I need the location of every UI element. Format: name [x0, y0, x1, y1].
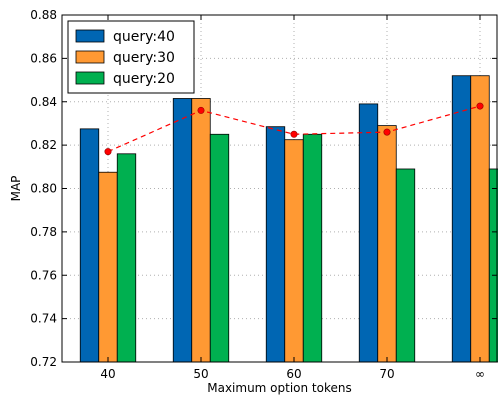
average-point: [383, 128, 391, 136]
y-tick-label: 0.80: [30, 182, 57, 196]
y-tick-label: 0.84: [30, 95, 57, 109]
y-tick-label: 0.82: [30, 138, 57, 152]
bar: [302, 133, 323, 363]
legend-swatch: [75, 29, 105, 43]
y-tick-label: 0.74: [30, 312, 57, 326]
legend-swatch: [75, 71, 105, 85]
bar: [377, 125, 397, 363]
y-tick-label: 0.72: [30, 355, 57, 369]
average-point: [290, 130, 298, 138]
x-axis-ticks: 40 50 60 70 ∞: [100, 15, 485, 381]
bar: [358, 103, 379, 363]
x-axis-title: Maximum option tokens: [207, 381, 352, 395]
legend-label: query:40: [113, 29, 175, 45]
bar-series: [79, 75, 498, 363]
x-tick-label: 50: [193, 367, 208, 381]
bar: [451, 75, 472, 363]
legend: query:40 query:30 query:20: [67, 20, 195, 94]
y-tick-label: 0.88: [30, 8, 57, 22]
bar: [395, 168, 416, 363]
y-tick-label: 0.78: [30, 225, 57, 239]
bar: [191, 98, 211, 363]
y-axis-title: MAP: [9, 176, 23, 202]
average-point: [476, 102, 484, 110]
y-tick-label: 0.86: [30, 51, 57, 65]
bar: [116, 153, 137, 363]
bar: [172, 98, 193, 363]
bar: [488, 168, 498, 363]
x-tick-label: 60: [286, 367, 301, 381]
average-point: [104, 148, 112, 156]
legend-swatch: [75, 50, 105, 64]
bar: [209, 133, 230, 363]
legend-label: query:30: [113, 50, 175, 66]
x-tick-label: 70: [379, 367, 394, 381]
average-line-series: [104, 102, 484, 156]
y-axis-ticks: 0.72 0.74 0.76 0.78 0.80 0.82 0.84 0.86 0.88: [30, 8, 497, 369]
bar: [98, 171, 118, 363]
bar: [470, 75, 490, 363]
bar: [265, 126, 286, 363]
bar: [284, 139, 304, 363]
x-tick-label: ∞: [475, 367, 485, 381]
bar: [79, 128, 100, 363]
y-tick-label: 0.76: [30, 268, 57, 282]
x-tick-label: 40: [100, 367, 115, 381]
legend-label: query:20: [113, 71, 175, 87]
average-point: [197, 106, 205, 114]
average-line: [107, 105, 481, 153]
